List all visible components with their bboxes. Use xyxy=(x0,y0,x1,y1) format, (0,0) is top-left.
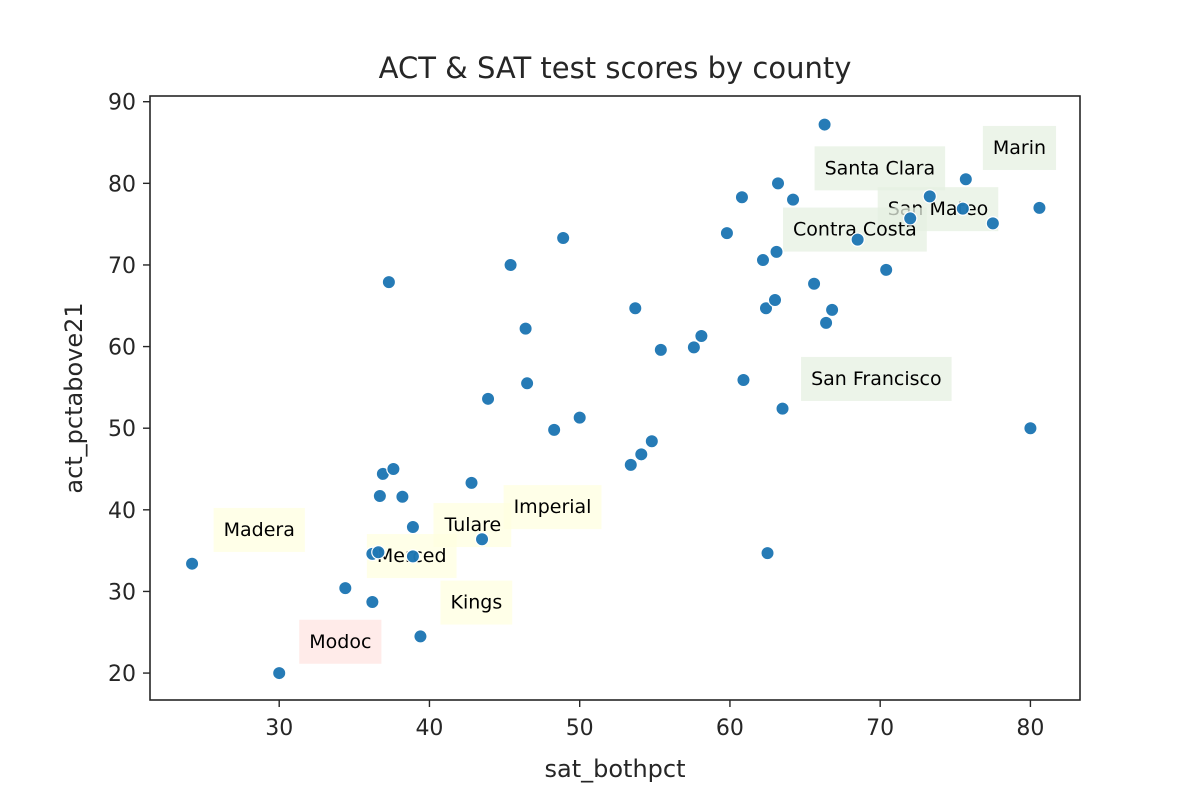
scatter-point xyxy=(922,189,937,204)
annotation-modoc: Modoc xyxy=(299,619,382,664)
scatter-point xyxy=(572,410,587,425)
scatter-point xyxy=(555,230,571,246)
scatter-point xyxy=(955,201,971,216)
scatter-point xyxy=(518,321,533,336)
annotation-box xyxy=(814,146,946,191)
annotation-label: Contra Costa xyxy=(793,219,917,241)
annotation-box xyxy=(503,485,602,530)
scatter-point xyxy=(372,488,388,504)
scatter-point xyxy=(850,232,865,247)
scatter-point xyxy=(503,257,518,273)
scatter-point xyxy=(644,434,660,449)
scatter-point xyxy=(386,461,401,477)
scatter-point xyxy=(623,457,638,473)
scatter-point xyxy=(785,192,801,207)
annotation-box xyxy=(213,507,305,552)
scatter-point xyxy=(474,532,490,547)
scatter-point xyxy=(546,422,562,438)
scatter-point xyxy=(736,372,751,388)
scatter-point xyxy=(719,225,735,241)
y-tick-label: 80 xyxy=(108,172,136,197)
x-axis-label: sat_bothpct xyxy=(545,755,686,783)
annotation-label: Santa Clara xyxy=(825,157,936,179)
scatter-point xyxy=(775,401,790,416)
scatter-point xyxy=(338,580,353,596)
scatter-point xyxy=(758,301,774,316)
scatter-point xyxy=(769,244,784,260)
y-tick-label: 90 xyxy=(108,91,136,116)
y-tick-label: 20 xyxy=(108,662,136,687)
scatter-point xyxy=(653,342,669,358)
y-tick-label: 30 xyxy=(108,580,136,605)
scatter-point xyxy=(734,190,750,205)
scatter-point xyxy=(519,376,535,391)
x-tick-label: 40 xyxy=(415,716,443,741)
x-tick-label: 60 xyxy=(716,716,744,741)
scatter-point xyxy=(958,172,974,187)
y-tick-label: 50 xyxy=(108,417,136,442)
x-tick-label: 50 xyxy=(566,716,594,741)
annotation-san-francisco: San Francisco xyxy=(801,356,952,401)
scatter-point xyxy=(628,301,643,316)
annotation-box xyxy=(440,580,513,625)
annotation-santa-clara: Santa Clara xyxy=(814,146,946,191)
scatter-point xyxy=(480,391,496,407)
scatter-point xyxy=(767,292,783,308)
scatter-point xyxy=(381,274,397,290)
x-axis: 30 40 50 60 70 80 xyxy=(265,700,1044,741)
scatter-point xyxy=(878,262,894,278)
annotation-label: Marin xyxy=(993,137,1046,159)
annotation-label: Modoc xyxy=(309,631,371,653)
x-tick-label: 30 xyxy=(265,716,293,741)
scatter-point xyxy=(1023,421,1038,436)
scatter-point xyxy=(760,545,775,561)
y-axis: 20 30 40 50 60 70 80 90 xyxy=(108,91,150,687)
y-axis-label: act_pctabove21 xyxy=(60,302,88,493)
scatter-point xyxy=(365,594,380,610)
scatter-point xyxy=(818,315,834,331)
scatter-point xyxy=(755,252,771,268)
scatter-point xyxy=(405,519,421,535)
plot-frame xyxy=(149,95,1081,701)
scatter-point xyxy=(371,545,386,560)
x-tick-label: 70 xyxy=(866,716,894,741)
scatter-point xyxy=(634,447,649,462)
annotation-box xyxy=(299,619,382,664)
annotation-label: Tulare xyxy=(443,514,501,536)
y-tick-label: 40 xyxy=(108,499,136,524)
y-tick-label: 60 xyxy=(108,336,136,361)
scatter-point xyxy=(824,302,840,318)
annotation-marin: Marin xyxy=(982,125,1057,170)
annotation-box xyxy=(801,356,952,401)
scatter-point xyxy=(405,549,421,564)
annotation-label: Madera xyxy=(224,519,295,541)
x-tick-label: 80 xyxy=(1016,716,1044,741)
scatter-point xyxy=(413,629,428,644)
scatter-point xyxy=(272,665,287,681)
scatter-point xyxy=(464,475,479,491)
annotation-label: Imperial xyxy=(514,496,592,518)
scatter-point xyxy=(686,340,702,355)
annotation-label: San Francisco xyxy=(811,368,942,390)
scatter-point xyxy=(817,117,832,132)
chart-title: ACT & SAT test scores by county xyxy=(379,51,852,85)
scatter-point xyxy=(184,556,200,571)
scatter-point xyxy=(903,211,918,226)
scatter-point xyxy=(1032,200,1047,216)
scatter-point xyxy=(806,276,822,291)
annotation-kings: Kings xyxy=(440,580,513,625)
annotation-imperial: Imperial xyxy=(503,485,602,530)
scatter-point xyxy=(985,216,1001,231)
annotation-madera: Madera xyxy=(213,507,305,552)
annotation-box xyxy=(982,125,1057,170)
data-points xyxy=(184,117,1047,681)
scatter-point xyxy=(395,489,410,504)
y-tick-label: 70 xyxy=(108,254,136,279)
annotation-label: Kings xyxy=(450,592,502,614)
scatter-point xyxy=(770,176,786,191)
scatter-point xyxy=(694,328,709,344)
